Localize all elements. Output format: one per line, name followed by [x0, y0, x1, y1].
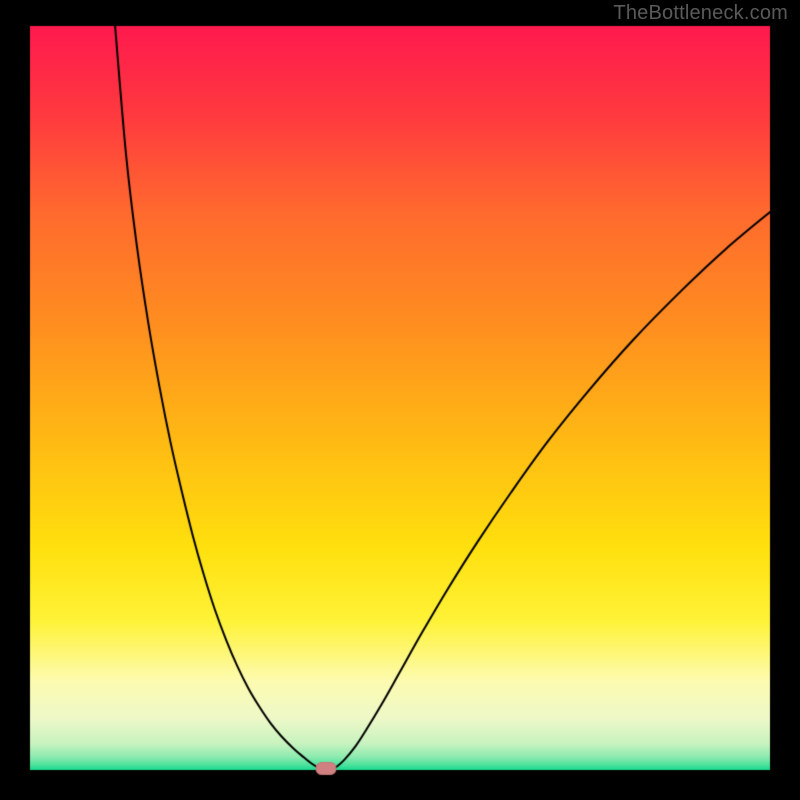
root-container: { "watermark": "TheBottleneck.com", "can…: [0, 0, 800, 800]
chart-canvas-wrap: [0, 0, 800, 800]
chart-canvas: [0, 0, 800, 800]
watermark-text: TheBottleneck.com: [613, 2, 788, 25]
